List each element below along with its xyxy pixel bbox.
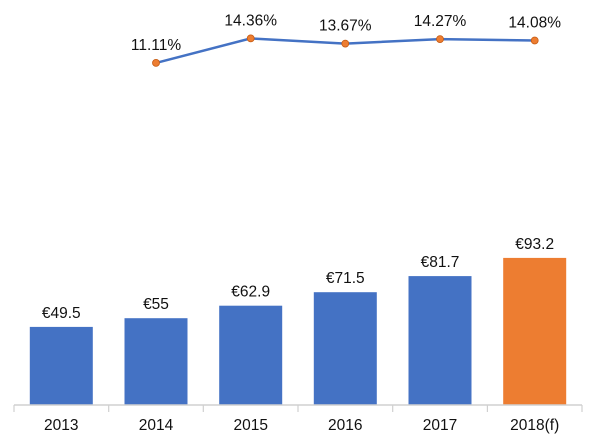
x-tick-label: 2016 (328, 417, 362, 434)
growth-point-2018(f) (530, 36, 539, 45)
growth-value-label: 13.67% (319, 18, 372, 35)
bars-group (29, 257, 567, 405)
bar-2014 (124, 318, 188, 405)
bar-2015 (219, 305, 283, 405)
growth-point-2016 (341, 39, 350, 48)
bar-2016 (313, 292, 377, 405)
bar-labels-group: €49.5 €55 €62.9 €71.5 €81.7 €93.2 (42, 236, 554, 322)
x-ticks-group (13, 405, 583, 412)
bar-value-label: €62.9 (231, 284, 270, 301)
growth-point-2014 (152, 59, 160, 67)
bar-2013 (29, 326, 93, 405)
x-tick-label: 2015 (233, 417, 267, 434)
bar-2017 (408, 276, 472, 405)
x-tick-labels-group: 2013 2014 2015 2016 2017 2018(f) (44, 417, 559, 434)
x-tick-label: 2017 (423, 417, 457, 434)
x-tick-label: 2014 (139, 417, 174, 434)
growth-labels-group: 11.11% 14.36% 13.67% 14.27% 14.08% (131, 12, 561, 54)
growth-point-2015 (246, 34, 255, 43)
bar-value-label: €93.2 (515, 236, 554, 253)
bar-value-label: €49.5 (42, 305, 81, 322)
x-tick-label: 2018(f) (510, 417, 559, 434)
growth-line-group (152, 34, 539, 67)
x-tick-label: 2013 (44, 417, 78, 434)
bar-value-label: €55 (143, 296, 169, 313)
growth-point-2017 (436, 35, 444, 43)
bar-2018(f) (503, 257, 567, 405)
growth-value-label: 14.27% (414, 13, 467, 30)
growth-value-label: 14.36% (224, 12, 277, 29)
bar-value-label: €71.5 (326, 270, 365, 287)
growth-value-label: 11.11% (131, 37, 181, 54)
growth-value-label: 14.08% (508, 15, 561, 32)
bar-value-label: €81.7 (421, 254, 460, 271)
